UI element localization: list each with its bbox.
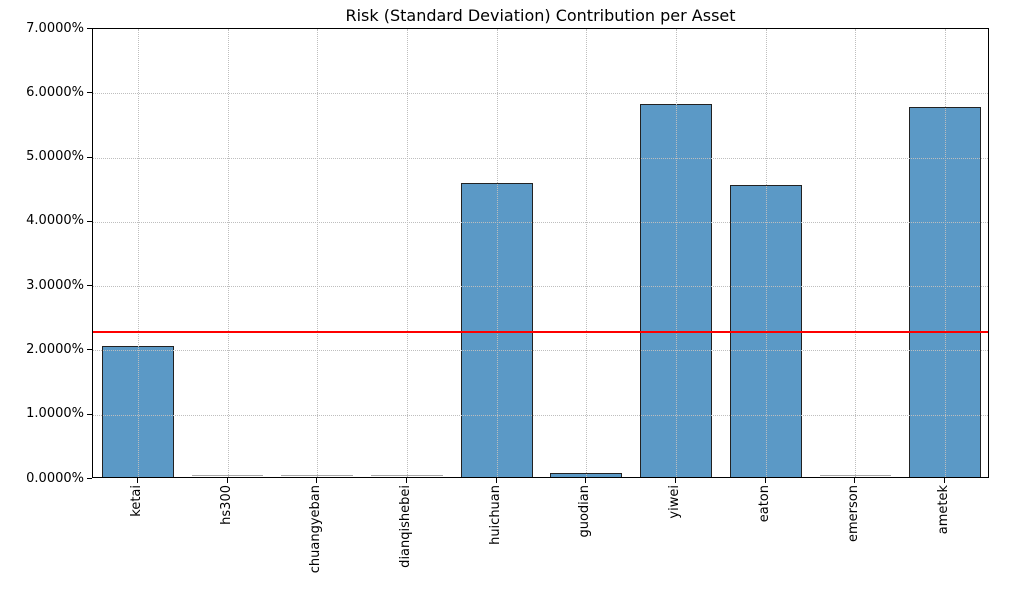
x-tick-label: huichuan (487, 485, 503, 545)
y-gridline (93, 221, 988, 223)
y-tick-label: 6.0000% (26, 84, 84, 100)
x-tick-mark (495, 478, 497, 483)
y-tick-label: 7.0000% (26, 20, 84, 36)
y-tick-label: 0.0000% (26, 470, 84, 486)
y-tick-mark (87, 156, 92, 158)
x-tick-label: dianqishebei (397, 485, 413, 568)
y-gridline (93, 157, 988, 159)
plot-area (92, 28, 989, 478)
x-tick-mark (226, 478, 228, 483)
y-tick-mark (87, 92, 92, 94)
x-tick-label: guodian (577, 485, 593, 538)
x-gridline (317, 29, 319, 477)
y-tick-mark (87, 220, 92, 222)
y-tick-mark (87, 285, 92, 287)
y-tick-mark (87, 478, 92, 479)
y-tick-label: 5.0000% (26, 149, 84, 165)
y-tick-mark (87, 349, 92, 351)
x-tick-mark (944, 478, 946, 483)
y-gridline (93, 93, 988, 95)
x-tick-mark (764, 478, 766, 483)
x-tick-label: hs300 (218, 485, 234, 525)
y-tick-label: 1.0000% (26, 406, 84, 422)
x-gridline (765, 29, 767, 477)
x-gridline (137, 29, 139, 477)
x-gridline (676, 29, 678, 477)
x-tick-mark (316, 478, 318, 483)
y-tick-label: 3.0000% (26, 277, 84, 293)
x-gridline (945, 29, 947, 477)
bar-chuangyeban (281, 475, 354, 476)
x-tick-mark (136, 478, 138, 483)
x-tick-mark (675, 478, 677, 483)
y-gridline (93, 286, 988, 288)
x-tick-label: ametek (936, 485, 952, 535)
x-tick-label: emerson (846, 485, 862, 542)
x-gridline (227, 29, 229, 477)
x-tick-label: yiwei (667, 485, 683, 519)
x-tick-mark (405, 478, 407, 483)
reference-line (93, 330, 988, 333)
y-gridline (93, 414, 988, 416)
x-gridline (406, 29, 408, 477)
y-tick-label: 2.0000% (26, 341, 84, 357)
y-tick-mark (87, 413, 92, 415)
x-tick-mark (854, 478, 856, 483)
x-tick-label: ketai (128, 485, 144, 517)
x-gridline (496, 29, 498, 477)
x-gridline (586, 29, 588, 477)
x-tick-mark (585, 478, 587, 483)
bar-hs300 (191, 475, 264, 476)
chart-title: Risk (Standard Deviation) Contribution p… (345, 6, 736, 25)
x-tick-label: eaton (756, 485, 772, 523)
y-gridline (93, 350, 988, 352)
x-tick-label: chuangyeban (308, 485, 324, 574)
x-gridline (855, 29, 857, 477)
y-tick-label: 4.0000% (26, 213, 84, 229)
y-tick-mark (87, 28, 92, 29)
